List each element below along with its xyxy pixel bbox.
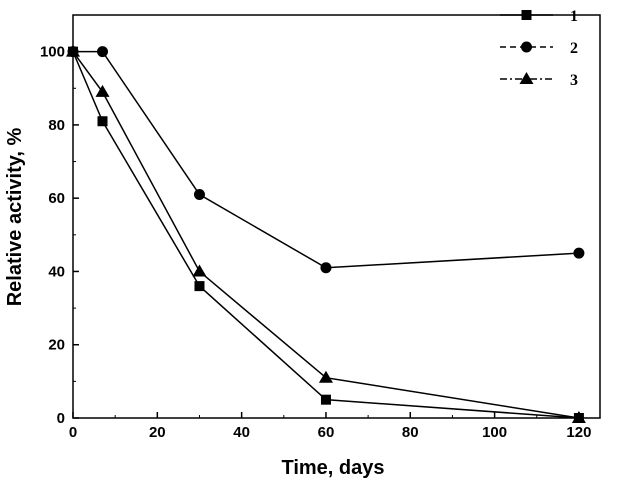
x-tick-label: 0 bbox=[69, 424, 77, 441]
x-axis-title: Time, days bbox=[281, 457, 384, 479]
x-tick-label: 60 bbox=[318, 424, 335, 441]
series-line-2 bbox=[73, 50, 579, 269]
legend-label-1: 1 bbox=[570, 8, 578, 25]
series-line-3 bbox=[72, 51, 580, 419]
x-tick-label: 100 bbox=[482, 424, 507, 441]
x-tick-label: 40 bbox=[233, 424, 250, 441]
data-point-2 bbox=[193, 189, 205, 201]
data-point-2 bbox=[320, 262, 332, 274]
legend-marker-2 bbox=[521, 41, 532, 53]
legend-label-2: 2 bbox=[570, 40, 578, 57]
x-axis: 0 20 40 60 80 100 120 bbox=[69, 412, 591, 441]
plot-frame bbox=[72, 14, 601, 419]
y-tick-label: 20 bbox=[48, 337, 65, 354]
x-tick-label: 120 bbox=[566, 424, 591, 441]
y-tick-label: 80 bbox=[48, 117, 65, 134]
legend-item-2: 2 bbox=[500, 40, 578, 57]
data-point-3 bbox=[318, 370, 333, 383]
y-axis: 0 20 40 60 80 100 bbox=[40, 44, 79, 427]
legend-label-3: 3 bbox=[570, 72, 578, 89]
data-point-1 bbox=[194, 281, 205, 292]
data-point-3 bbox=[571, 411, 586, 423]
data-point-1 bbox=[320, 394, 331, 405]
legend: 1 2 3 bbox=[500, 8, 578, 89]
y-tick-label: 60 bbox=[48, 190, 65, 207]
x-tick-label: 20 bbox=[149, 424, 166, 441]
x-tick-label: 80 bbox=[402, 424, 419, 441]
data-point-2 bbox=[97, 46, 109, 58]
legend-item-1: 1 bbox=[500, 8, 578, 25]
data-point-1 bbox=[97, 116, 108, 127]
legend-marker-3 bbox=[519, 72, 534, 84]
series-1 bbox=[68, 46, 584, 423]
y-axis-title: Relative activity, % bbox=[4, 127, 26, 306]
y-tick-label: 0 bbox=[57, 410, 65, 427]
data-point-3 bbox=[192, 264, 207, 277]
data-point-3 bbox=[95, 84, 110, 97]
plot-border bbox=[72, 14, 601, 419]
data-point-2 bbox=[573, 247, 585, 259]
legend-marker-1 bbox=[521, 10, 532, 20]
series-layer bbox=[66, 44, 586, 423]
y-tick-label: 40 bbox=[48, 263, 65, 280]
series-2 bbox=[67, 46, 585, 274]
data-point-3 bbox=[66, 44, 80, 57]
y-tick-label: 100 bbox=[40, 44, 65, 61]
series-line-1 bbox=[72, 51, 579, 419]
series-3 bbox=[66, 44, 586, 423]
legend-item-3: 3 bbox=[500, 72, 578, 89]
